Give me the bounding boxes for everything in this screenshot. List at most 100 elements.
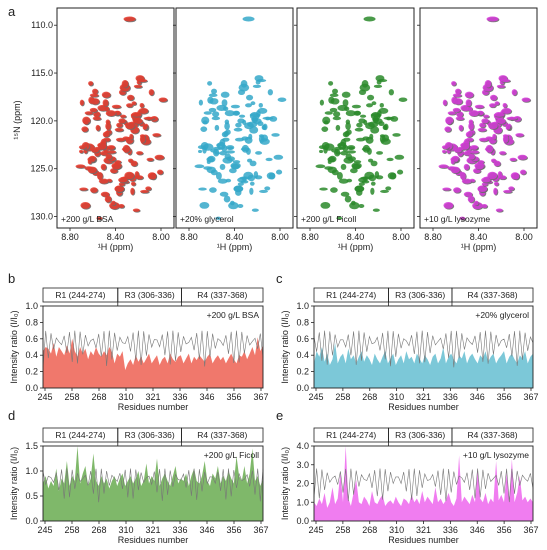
- nmr-peaks: [75, 16, 169, 221]
- ytick-label: 1.0: [25, 301, 38, 311]
- x-axis-label: Residues number: [118, 402, 189, 412]
- xtick-label: 356: [497, 525, 512, 535]
- region-label: R1 (244-274): [326, 430, 376, 440]
- nmr-ytick-label: 115.0: [31, 68, 53, 78]
- ytick-label: 1.0: [296, 497, 309, 507]
- nmr-xlabel: ¹H (ppm): [461, 242, 497, 252]
- nmr-xtick-label: 8.80: [301, 232, 319, 242]
- xtick-label: 356: [497, 392, 512, 402]
- intensity-panels: R1 (244-274) R3 (306-336) R4 (337-368) 0.0 0…: [9, 287, 539, 545]
- xtick-label: 367: [253, 392, 268, 402]
- nmr-ytick-label: 130.0: [30, 212, 53, 222]
- nmr-panels: 8.80 8.40 8.00 ¹H (ppm) +200 g/L BSA 8.80 8.40…: [54, 7, 538, 252]
- region-label: R3 (306-336): [395, 290, 445, 300]
- nmr-xlabel: ¹H (ppm): [217, 242, 253, 252]
- nmr-peaks: [438, 16, 532, 221]
- nmr-ytick-label: 120.0: [30, 116, 53, 126]
- nmr-peaks: [194, 16, 287, 220]
- xtick-label: 245: [308, 392, 323, 402]
- xtick-label: 310: [389, 392, 404, 402]
- xtick-label: 367: [253, 525, 268, 535]
- xtick-label: 245: [37, 392, 52, 402]
- ytick-label: 1.0: [25, 466, 38, 476]
- panel-letter-e: e: [276, 408, 283, 423]
- nmr-xtick-label: 8.00: [271, 232, 289, 242]
- xtick-label: 321: [145, 525, 160, 535]
- ytick-label: 3.0: [296, 460, 309, 470]
- xtick-label: 268: [91, 525, 106, 535]
- xtick-label: 367: [523, 392, 538, 402]
- x-axis-label: Residues number: [388, 402, 459, 412]
- nmr-xlabel: ¹H (ppm): [338, 242, 374, 252]
- ytick-label: 0.6: [296, 334, 309, 344]
- region-label: R4 (337-368): [467, 430, 517, 440]
- xtick-label: 367: [523, 525, 538, 535]
- y-axis-label: Intensity ratio (I/I₀): [9, 447, 19, 520]
- xtick-label: 268: [91, 392, 106, 402]
- ytick-label: 1.0: [296, 301, 309, 311]
- nmr-xtick-label: 8.40: [226, 232, 244, 242]
- nmr-spectrum-panel: 8.80 8.40 8.00 ¹H (ppm) +10 g/L lysozyme: [417, 7, 538, 252]
- xtick-label: 258: [335, 525, 350, 535]
- nmr-peaks: [315, 16, 408, 220]
- xtick-label: 321: [145, 392, 160, 402]
- xtick-label: 258: [64, 525, 79, 535]
- xtick-label: 336: [443, 392, 458, 402]
- region-label: R3 (306-336): [125, 430, 175, 440]
- ytick-label: 0.2: [25, 367, 38, 377]
- nmr-xtick-label: 8.40: [347, 232, 365, 242]
- xtick-label: 321: [416, 392, 431, 402]
- xtick-label: 356: [226, 525, 241, 535]
- region-label: R3 (306-336): [125, 290, 175, 300]
- intensity-ratio-chart: R1 (244-274) R3 (306-336) R4 (337-368) 0.0 1…: [280, 427, 539, 545]
- ytick-label: 4.0: [296, 441, 309, 451]
- nmr-yticks: 110.0 115.0 120.0 125.0 130.0: [30, 20, 53, 221]
- panel-letter-c: c: [276, 271, 283, 286]
- condition-label: +10 g/L lysozyme: [463, 450, 529, 460]
- nmr-xtick-label: 8.40: [107, 232, 125, 242]
- xtick-label: 310: [389, 525, 404, 535]
- region-label: R1 (244-274): [326, 290, 376, 300]
- nmr-condition-label: +200 g/L BSA: [61, 214, 114, 224]
- intensity-area-series: [314, 446, 533, 521]
- xtick-label: 346: [470, 392, 485, 402]
- panel-letter-a: a: [8, 4, 16, 19]
- ytick-label: 0.5: [25, 491, 38, 501]
- nmr-ylabel: ¹⁵N (ppm): [12, 100, 22, 139]
- xtick-label: 346: [199, 392, 214, 402]
- xtick-label: 258: [335, 392, 350, 402]
- ytick-label: 0.0: [296, 516, 309, 526]
- nmr-xtick-label: 8.80: [61, 232, 79, 242]
- xtick-label: 245: [37, 525, 52, 535]
- ytick-label: 0.8: [25, 317, 38, 327]
- reference-line-series: [313, 330, 534, 368]
- x-axis-label: Residues number: [118, 535, 189, 545]
- region-label: R1 (244-274): [55, 290, 105, 300]
- y-axis-label: Intensity ratio (I/I₀): [280, 447, 290, 520]
- ytick-label: 2.0: [296, 479, 309, 489]
- xtick-label: 336: [443, 525, 458, 535]
- reference-line-series: [42, 468, 264, 503]
- nmr-xlabel: ¹H (ppm): [98, 242, 134, 252]
- intensity-area-series: [314, 342, 533, 388]
- intensity-ratio-chart: R1 (244-274) R3 (306-336) R4 (337-368) 0.0 0…: [280, 287, 539, 412]
- ytick-label: 1.5: [25, 441, 38, 451]
- nmr-condition-label: +10 g/L lysozyme: [424, 214, 490, 224]
- nmr-xtick-label: 8.00: [515, 232, 533, 242]
- xtick-label: 310: [118, 525, 133, 535]
- ytick-label: 0.0: [25, 516, 38, 526]
- intensity-ratio-chart: R1 (244-274) R3 (306-336) R4 (337-368) 0.0 0…: [9, 427, 269, 545]
- xtick-label: 346: [470, 525, 485, 535]
- nmr-spectrum-panel: 8.80 8.40 8.00 ¹H (ppm) +200 g/L BSA: [54, 7, 175, 252]
- intensity-ratio-chart: R1 (244-274) R3 (306-336) R4 (337-368) 0.0 0…: [9, 287, 269, 412]
- ytick-label: 0.4: [25, 350, 38, 360]
- intensity-area-series: [43, 337, 263, 388]
- region-label: R4 (337-368): [467, 290, 517, 300]
- xtick-label: 268: [362, 392, 377, 402]
- xtick-label: 321: [416, 525, 431, 535]
- nmr-condition-label: +20% glycerol: [180, 214, 234, 224]
- nmr-spectrum-panel: 8.80 8.40 8.00 ¹H (ppm) +20% glycerol: [173, 7, 294, 252]
- panel-letter-d: d: [8, 408, 15, 423]
- condition-label: +200 g/L Ficoll: [204, 450, 259, 460]
